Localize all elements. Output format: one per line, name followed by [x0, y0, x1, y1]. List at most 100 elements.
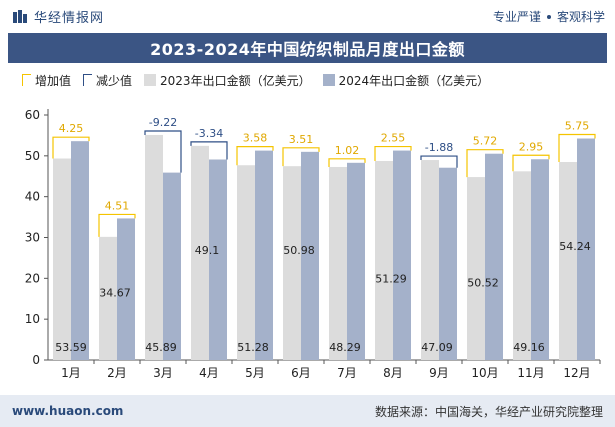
legend-item-decrease: 减少值	[83, 72, 132, 89]
increase-bracket	[512, 154, 550, 172]
tagline-1: 专业严谨	[492, 10, 541, 24]
increase-bracket	[374, 145, 412, 161]
footer-url: www.huaon.com	[12, 404, 124, 418]
bar-2023	[329, 166, 347, 360]
bar-2023	[237, 165, 255, 360]
legend-label-increase: 增加值	[35, 73, 72, 88]
value-label-2024: 50.98	[283, 244, 315, 257]
bar-2023	[513, 171, 531, 360]
decrease-bracket	[144, 130, 182, 173]
value-label-2024: 53.59	[55, 341, 87, 354]
bar-2023	[53, 158, 71, 360]
bar-2023	[375, 160, 393, 360]
footer-source: 数据来源：中国海关，华经产业研究院整理	[374, 404, 603, 419]
x-tick-label: 4月	[199, 366, 219, 380]
top-bar: 华经情报网 专业严谨 客观科学	[0, 0, 615, 33]
y-tick-label: 30	[25, 231, 40, 245]
x-tick-label: 6月	[291, 366, 311, 380]
increase-bracket	[466, 149, 504, 178]
decrease-bracket	[420, 155, 458, 168]
tagline-2: 客观科学	[556, 10, 605, 24]
x-tick-label: 8月	[383, 366, 403, 380]
brand-name: 华经情报网	[34, 11, 105, 26]
increase-bracket	[236, 146, 274, 166]
value-label-2024: 34.67	[99, 286, 131, 299]
x-tick-label: 9月	[429, 366, 449, 380]
legend-swatch-decrease	[83, 74, 93, 86]
bullet-icon	[546, 14, 551, 19]
legend-swatch-2024	[322, 74, 335, 86]
change-label: -1.88	[425, 141, 453, 154]
bar-2024	[485, 153, 503, 360]
bar-2023	[283, 166, 301, 360]
huajing-logo-icon	[13, 9, 27, 23]
change-label: -9.22	[149, 116, 177, 129]
bar-2024	[255, 150, 273, 360]
increase-bracket	[52, 136, 90, 159]
legend-label-2023: 2023年出口金额（亿美元）	[160, 73, 311, 88]
increase-bracket	[328, 158, 366, 167]
x-tick-label: 10月	[471, 366, 498, 380]
increase-bracket	[282, 147, 320, 167]
x-tick-label: 5月	[245, 366, 265, 380]
x-tick-label: 1月	[61, 366, 81, 380]
bar-2024	[117, 218, 135, 360]
y-tick-label: 60	[25, 108, 40, 122]
value-label-2024: 51.28	[237, 341, 269, 354]
chart-title: 2023-2024年中国纺织制品月度出口金额	[8, 33, 607, 63]
y-tick-label: 10	[25, 312, 40, 326]
value-label-2024: 47.09	[421, 341, 453, 354]
bar-2023	[421, 160, 439, 360]
bar-2023	[145, 134, 163, 360]
increase-bracket	[98, 213, 136, 237]
bar-2023	[467, 177, 485, 360]
change-label: 5.75	[565, 120, 590, 133]
change-label: -3.34	[195, 127, 223, 140]
change-label: 2.95	[519, 140, 544, 153]
bar-2024	[393, 150, 411, 360]
bar-2023	[559, 161, 577, 360]
value-label-2024: 49.16	[513, 341, 545, 354]
brand: 华经情报网	[12, 7, 104, 26]
bar-2023	[191, 145, 209, 360]
value-label-2024: 54.24	[559, 240, 591, 253]
bar-chart: 0 10 20 30 40 50 60 4.25 53.59 1月 4.51 34.67 2月 -9.22…	[25, 108, 601, 380]
legend-label-2024: 2024年出口金额（亿美元）	[338, 73, 490, 88]
change-label: 5.72	[473, 135, 498, 148]
x-tick-label: 12月	[563, 366, 590, 380]
bar-2024	[347, 162, 365, 360]
x-tick-label: 2月	[107, 366, 127, 380]
value-label-2024: 51.29	[375, 272, 407, 285]
value-label-2024: 48.29	[329, 341, 361, 354]
value-label-2024: 50.52	[467, 277, 499, 290]
value-label-2024: 45.89	[145, 341, 177, 354]
bar-2023	[99, 236, 117, 360]
x-tick-label: 3月	[153, 366, 173, 380]
change-label: 3.58	[243, 132, 268, 145]
footer: www.huaon.com 数据来源：中国海关，华经产业研究院整理	[0, 395, 615, 427]
bar-2024	[163, 172, 181, 360]
y-tick-label: 40	[25, 190, 40, 204]
chart-legend: 增加值 减少值 2023年出口金额（亿美元） 2024年出口金额（亿美元）	[22, 70, 489, 90]
change-label: 4.25	[59, 122, 84, 135]
tagline: 专业严谨 客观科学	[493, 8, 605, 25]
decrease-bracket	[190, 141, 228, 160]
change-label: 3.51	[289, 133, 314, 146]
y-tick-label: 50	[25, 149, 40, 163]
bar-2024	[531, 159, 549, 360]
legend-item-2023: 2023年出口金额（亿美元）	[144, 72, 311, 89]
x-tick-label: 7月	[337, 366, 357, 380]
change-label: 2.55	[381, 132, 406, 145]
legend-swatch-increase	[22, 74, 31, 86]
y-tick-label: 20	[25, 271, 40, 285]
bar-2024	[209, 159, 227, 360]
legend-item-2024: 2024年出口金额（亿美元）	[322, 72, 490, 89]
bar-2024	[577, 138, 595, 360]
change-label: 1.02	[335, 144, 360, 157]
y-tick-label: 0	[32, 353, 40, 367]
value-label-2024: 49.1	[195, 244, 220, 257]
bar-2024	[301, 151, 319, 360]
legend-swatch-2023	[144, 74, 157, 86]
bar-2024	[439, 167, 457, 360]
legend-item-increase: 增加值	[22, 72, 71, 89]
